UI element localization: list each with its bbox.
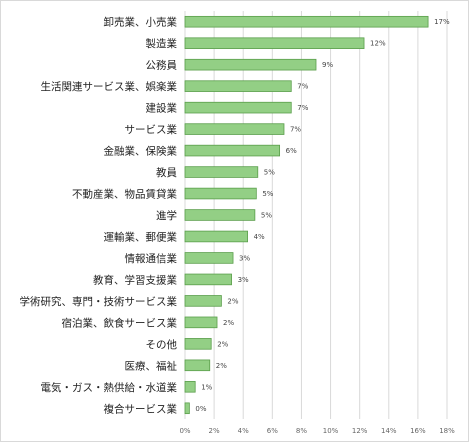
data-label: 3% <box>239 254 250 262</box>
data-label: 1% <box>201 383 212 391</box>
data-label: 2% <box>227 297 238 305</box>
data-label: 7% <box>297 104 308 112</box>
category-label: 教育、学習支援業 <box>93 273 177 286</box>
data-label: 9% <box>322 61 333 69</box>
category-label: 建設業 <box>146 102 178 115</box>
category-label: 生活関連サービス業、娯楽業 <box>41 80 178 93</box>
bar <box>184 381 196 393</box>
category-label: その他 <box>146 338 178 351</box>
x-tick-label: 0% <box>179 427 190 435</box>
category-label: 不動産業、物品賃貸業 <box>72 188 177 201</box>
category-label: サービス業 <box>125 123 178 136</box>
category-label: 卸売業、小売業 <box>104 16 178 29</box>
category-label: 教員 <box>156 166 177 179</box>
category-label: 電気・ガス・熱供給・水道業 <box>41 381 178 394</box>
data-label: 2% <box>217 340 228 348</box>
category-label: 公務員 <box>146 59 178 72</box>
bar <box>184 209 256 221</box>
bar <box>184 15 429 28</box>
bar <box>184 295 222 307</box>
bar <box>184 316 218 329</box>
data-label: 3% <box>238 276 249 284</box>
x-tick-label: 12% <box>352 427 368 435</box>
category-label: 製造業 <box>146 37 178 50</box>
x-tick-label: 16% <box>410 427 426 435</box>
x-tick-label: 8% <box>296 427 307 435</box>
data-label: 2% <box>216 362 227 370</box>
data-label: 7% <box>297 83 308 91</box>
category-label: 金融業、保険業 <box>104 145 178 158</box>
category-label: 進学 <box>156 209 177 222</box>
category-label: 運輸業、郵便業 <box>104 230 178 243</box>
bar <box>184 359 211 372</box>
value-labels: 17% 12% 9% 7% 7% 7% 6% 5% 5% 5% 4% 3% 3% 2% 2% 2% 2% 1% 0% <box>195 18 450 413</box>
x-tick-label: 18% <box>439 427 455 435</box>
data-label: 17% <box>434 18 450 26</box>
bar <box>184 37 365 49</box>
data-label: 5% <box>262 190 273 198</box>
data-label: 6% <box>286 147 297 155</box>
x-tick-label: 6% <box>267 427 278 435</box>
bar <box>184 273 232 286</box>
x-tick-label: 4% <box>238 427 249 435</box>
data-label: 5% <box>261 212 272 220</box>
category-label: 複合サービス業 <box>104 402 178 415</box>
category-label: 情報通信業 <box>125 252 178 265</box>
bar <box>184 338 212 350</box>
category-label: 学術研究、専門・技術サービス業 <box>20 295 178 308</box>
bar <box>184 144 281 157</box>
data-label: 7% <box>290 126 301 134</box>
x-axis-tick-labels: 0% 2% 4% 6% 8% 10% 12% 14% 16% 18% <box>179 427 455 435</box>
bar <box>184 80 292 92</box>
gridlines <box>184 11 448 419</box>
x-tick-label: 10% <box>323 427 339 435</box>
x-tick-label: 2% <box>209 427 220 435</box>
category-labels: 卸売業、小売業製造業公務員生活関連サービス業、娯楽業建設業サービス業金融業、保険… <box>20 16 178 416</box>
data-label: 2% <box>223 319 234 327</box>
bar <box>184 187 257 200</box>
bar <box>184 101 292 114</box>
bar <box>184 252 234 264</box>
bar <box>184 230 248 243</box>
category-label: 医療、福祉 <box>125 359 178 372</box>
data-label: 12% <box>370 40 386 48</box>
data-label: 5% <box>264 169 275 177</box>
x-tick-label: 14% <box>381 427 397 435</box>
data-label: 4% <box>254 233 265 241</box>
bar <box>184 58 317 71</box>
bar <box>184 166 259 178</box>
bar <box>184 123 285 135</box>
bar <box>184 402 190 415</box>
bars <box>184 15 429 415</box>
data-label: 0% <box>195 405 206 413</box>
category-label: 宿泊業、飲食サービス業 <box>62 316 178 329</box>
